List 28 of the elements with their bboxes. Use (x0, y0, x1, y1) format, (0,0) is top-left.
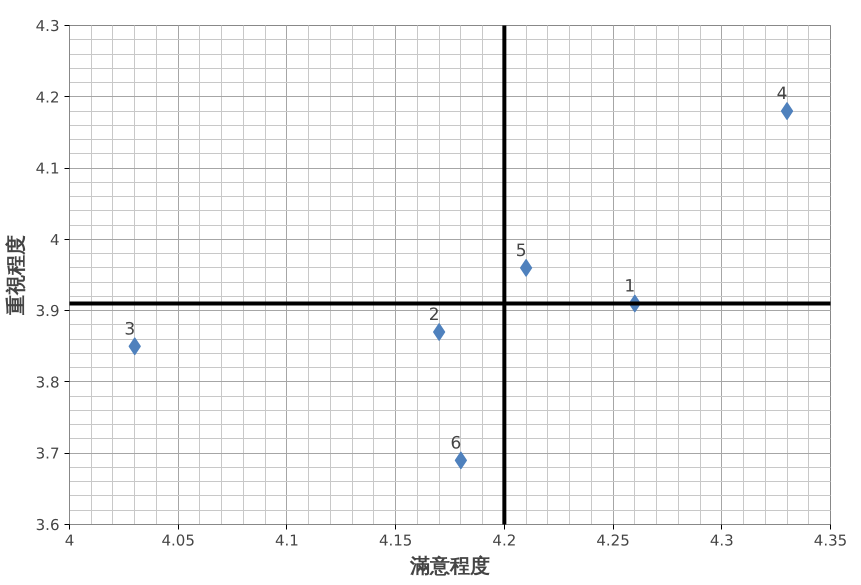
annotation: 2 (428, 305, 440, 326)
y-tick-label: 4.3 (36, 17, 60, 35)
x-tick-label: 4.25 (596, 532, 630, 550)
point (454, 451, 468, 470)
annotation: 5 (516, 240, 527, 261)
y-tick-label: 4.2 (36, 88, 60, 106)
x-tick-label: 4.15 (378, 532, 412, 550)
x-tick-label: 4.05 (162, 532, 195, 550)
x-tick-label: 4 (64, 532, 74, 550)
annotation: 3 (124, 319, 136, 340)
x-tick-label: 4.3 (710, 532, 734, 550)
x-axis-title: 滿意程度 (409, 554, 490, 578)
x-tick-label: 4.35 (814, 532, 848, 550)
x-tick-label: 4.1 (275, 532, 299, 550)
annotation: 6 (450, 433, 462, 454)
point (780, 102, 794, 120)
y-tick-label: 3.6 (36, 516, 60, 534)
y-tick-label: 3.7 (36, 444, 60, 463)
annotation: 4 (776, 84, 788, 104)
x-tick-label: 4.2 (492, 532, 516, 550)
y-tick-label: 4.1 (36, 160, 60, 178)
y-tick-label: 4 (50, 230, 60, 249)
y-tick-label: 3.8 (36, 373, 60, 392)
annotation: 1 (624, 276, 636, 297)
point (520, 258, 532, 277)
y-tick-label: 3.9 (36, 302, 60, 320)
point (432, 323, 446, 342)
y-axis-title: 重視程度 (4, 235, 28, 316)
